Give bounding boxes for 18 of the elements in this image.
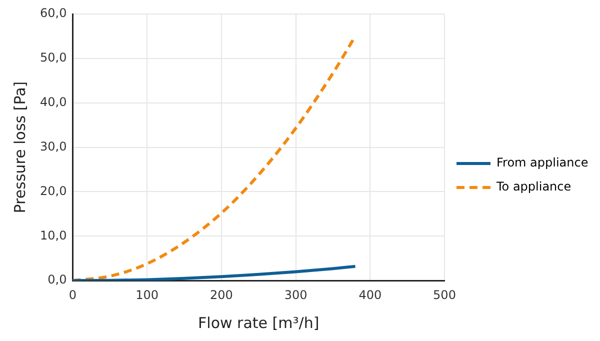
legend-label: To appliance — [496, 180, 572, 194]
y-tick-label: 60,0 — [40, 6, 67, 20]
y-tick-label: 40,0 — [40, 94, 67, 109]
x-tick-label: 200 — [210, 288, 233, 302]
y-tick-label: 20,0 — [40, 184, 67, 198]
x-tick-label: 500 — [433, 288, 456, 302]
line-series — [72, 264, 357, 281]
y-axis-title: Pressure loss [Pa] — [10, 81, 29, 214]
legend-label: From appliance — [496, 156, 588, 170]
x-tick-label: 400 — [358, 288, 382, 302]
x-tick-label: 100 — [136, 288, 159, 302]
x-axis-title: Flow rate [m³/h] — [198, 314, 320, 332]
x-tick-label: 0 — [68, 288, 77, 302]
y-tick-label: 30,0 — [40, 139, 67, 154]
y-tick-label: 0,0 — [48, 272, 67, 287]
x-tick-label: 300 — [284, 288, 308, 302]
y-tick-label: 10,0 — [40, 228, 67, 242]
y-tick-label: 50,0 — [40, 50, 67, 65]
